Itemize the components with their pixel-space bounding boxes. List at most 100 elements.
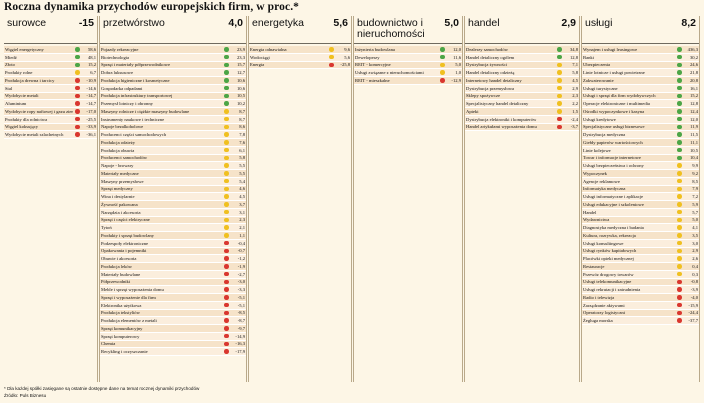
sector-value: 5,6	[333, 17, 348, 29]
row-label: Usługi rynków kapitałowych	[583, 248, 637, 254]
table-row: Zakwaterowanie 20,8	[582, 77, 699, 85]
row-label: Dystrybucja przemysłowa	[466, 85, 515, 91]
row-value: 3,1	[239, 209, 245, 215]
row-label: Usługi bezpieczeństwa i ochrony	[583, 163, 644, 169]
status-dot-icon	[224, 140, 229, 145]
sector-header: surowce -15	[4, 16, 97, 44]
row-value: 12,0	[689, 116, 698, 122]
status-dot-icon	[677, 85, 682, 91]
row-label: Produkcja elementów z metali	[101, 318, 157, 324]
table-row: Meble i sprzęt wyposażenia domu -3,3	[100, 286, 246, 294]
row-value: -16,3	[235, 341, 245, 347]
row-value: -5,1	[237, 294, 245, 300]
row-value: -3,0	[237, 279, 245, 285]
row-label: Towar i informacje internetowe	[583, 155, 641, 161]
row-value: 12,7	[236, 70, 245, 76]
row-label: Materiały budowlane	[101, 271, 141, 277]
status-dot-icon	[224, 256, 229, 261]
table-row: Produkcja elementów z metali -8,7	[100, 317, 246, 325]
row-label: Produkcja drewna i tarcicy	[5, 77, 55, 83]
table-row: Produkcja tekstyliów -8,5	[100, 309, 246, 318]
status-dot-icon	[677, 140, 682, 145]
table-row: Maszyny przemysłowe 5,4	[100, 177, 246, 186]
status-dot-icon	[224, 178, 229, 184]
sector-table: surowce -15 Węgiel energetyczny 58,6 Miedź…	[4, 16, 701, 382]
status-dot-icon	[224, 54, 229, 60]
row-label: Meble i sprzęt wyposażenia domu	[101, 287, 164, 293]
status-dot-icon	[677, 147, 682, 153]
row-label: Handel	[583, 209, 597, 215]
status-dot-icon	[75, 93, 80, 99]
status-dot-icon	[224, 202, 229, 207]
row-label: Tytoń	[101, 225, 112, 231]
table-row: Dealerzy samochodów 34,8	[465, 46, 579, 54]
row-label: Placówki opieki medycznej	[583, 256, 634, 262]
row-value: 15,2	[87, 62, 96, 68]
table-row: Producenci części samochodowych 7,8	[100, 131, 246, 139]
table-row: Zarządzanie aktywami -15,9	[582, 301, 699, 310]
row-label: Usługi edukacyjne i szkoleniowe	[583, 201, 644, 207]
row-label: Internetowy handel detaliczny	[466, 77, 522, 83]
table-row: Usługi kredytowe 12,0	[582, 115, 699, 124]
table-row: Sprzęt i materiały półprzewodnikowe 15,7	[100, 61, 246, 70]
row-value: 11,6	[453, 54, 461, 60]
table-row: Usługi i sprzęt dla firm wydobywczych 15,…	[582, 92, 699, 101]
status-dot-icon	[677, 132, 682, 137]
status-dot-icon	[224, 155, 229, 161]
table-row: Handel artykułami wyposażenia domu -3,7	[465, 123, 579, 132]
table-row: Linie kolejowe 10,5	[582, 146, 699, 155]
row-label: Sprzęt i wyposażenie dla firm	[101, 294, 156, 300]
row-value: 10,6	[236, 77, 245, 83]
row-label: Napoje - browary	[101, 163, 134, 169]
table-row: Sklepy spożywcze 2,3	[465, 92, 579, 101]
table-row: Banki 30,2	[582, 53, 699, 62]
status-dot-icon	[224, 233, 229, 238]
row-value: 34,8	[569, 46, 578, 52]
status-dot-icon	[677, 287, 682, 292]
table-row: Pojazdy rekreacyjne 23,9	[100, 46, 246, 54]
status-dot-icon	[677, 186, 682, 192]
row-label: Sprzęt komunikacyjny	[101, 325, 143, 331]
status-dot-icon	[224, 78, 229, 83]
status-dot-icon	[224, 163, 229, 168]
sector-rows: Wynajem i usługi leasingowe 436,3 Banki 30,…	[582, 46, 699, 325]
status-dot-icon	[224, 264, 229, 269]
table-row: Opakowania i pojemniki -0,7	[100, 247, 246, 256]
row-label: Obuwie i akcesoria	[101, 256, 137, 262]
status-dot-icon	[557, 78, 562, 83]
status-dot-icon	[75, 124, 80, 130]
table-row: Restauracje 0,4	[582, 263, 699, 271]
table-row: Napoje bezalkoholowe 8,6	[100, 123, 246, 132]
row-value: -10,9	[86, 77, 96, 83]
row-value: -3,3	[237, 287, 245, 293]
table-row: Dobra luksusowe 12,7	[100, 69, 246, 77]
row-value: -17,0	[86, 108, 96, 114]
row-label: Sprzęt i części elektryczne	[101, 217, 150, 223]
row-value: -2,4	[570, 116, 578, 122]
status-dot-icon	[677, 302, 682, 308]
table-row: Kultura, rozrywka, rekreacja 3,5	[582, 232, 699, 240]
row-label: Agencje reklamowe	[583, 178, 620, 184]
row-value: -0,7	[237, 248, 245, 254]
status-dot-icon	[557, 109, 562, 114]
sector-name: budownictwo i nieruchomości	[357, 17, 425, 40]
table-row: Produkcja odzieży 7,6	[100, 139, 246, 147]
status-dot-icon	[557, 124, 562, 130]
row-value: 5,5	[239, 170, 245, 176]
table-row: Towar i informacje internetowe 10,4	[582, 154, 699, 163]
row-label: Handel detaliczny ogólem	[466, 54, 515, 60]
row-label: Usługi telekomunikacyjne	[583, 279, 632, 285]
row-label: Wydobycie ropy naftowej i gazu ziemnego	[5, 108, 74, 114]
row-label: Usługi informatyczne i aplikacje	[583, 194, 644, 200]
status-dot-icon	[224, 62, 229, 68]
status-dot-icon	[329, 47, 334, 52]
row-value: 11,9	[690, 124, 698, 130]
table-row: Sprzęt i wyposażenie dla firm -5,1	[100, 294, 246, 302]
table-row: Materiały medyczne 5,5	[100, 170, 246, 178]
table-row: Aluminium -14,7	[4, 100, 97, 108]
table-row: Dystrybucja elektroniki i komputerów -2,4	[465, 115, 579, 124]
footnote: * Dla każdej spółki zasięgane są ostatni…	[4, 386, 200, 391]
row-value: 24,6	[689, 62, 698, 68]
status-dot-icon	[677, 155, 682, 161]
status-dot-icon	[557, 54, 562, 60]
